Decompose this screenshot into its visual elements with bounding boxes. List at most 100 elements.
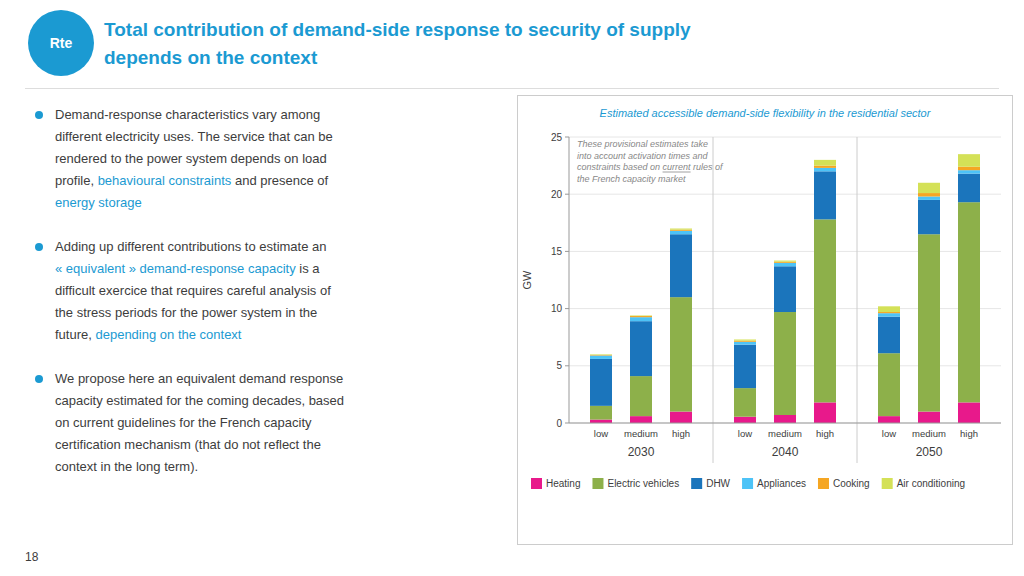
bullet-dot <box>35 243 43 251</box>
bullet-dot <box>35 111 43 119</box>
annotation-underline <box>663 172 691 173</box>
title-rule <box>25 88 999 89</box>
legend-swatch <box>882 478 893 489</box>
bar-segment <box>734 341 756 342</box>
legend-item: Appliances <box>742 478 806 489</box>
y-axis <box>569 137 570 423</box>
x-tick-label: low <box>594 428 608 439</box>
legend-label: Cooking <box>833 478 870 489</box>
bar-segment <box>918 200 940 234</box>
bar-segment <box>670 230 692 231</box>
bar-segment <box>630 376 652 416</box>
bar-segment <box>774 261 796 262</box>
bar-segment <box>590 359 612 406</box>
x-tick-label: low <box>882 428 896 439</box>
legend-swatch <box>691 478 702 489</box>
bar-segment <box>630 317 652 321</box>
bar-segment <box>734 342 756 345</box>
bar-segment <box>590 354 612 356</box>
annotation-text: current <box>663 162 692 172</box>
bar-segment <box>734 417 756 423</box>
bar-segment <box>878 317 900 354</box>
bar-segment <box>878 313 900 316</box>
body-text: and presence of <box>231 173 328 188</box>
bar-segment <box>590 420 612 423</box>
legend: Heating Electric vehicles DHW Appliances Coo… <box>531 478 965 489</box>
x-tick-label: low <box>738 428 752 439</box>
y-tick <box>565 365 569 366</box>
bar-segment <box>814 166 836 168</box>
bar-segment <box>958 402 980 423</box>
bar-segment <box>918 183 940 193</box>
legend-item: Cooking <box>818 478 870 489</box>
x-tick-label: medium <box>768 428 802 439</box>
legend-swatch <box>592 478 603 489</box>
annotation: These provisional estimates takeinto acc… <box>577 139 724 184</box>
annotation-text: constraints based on <box>577 162 663 172</box>
logo: Rte <box>28 10 94 76</box>
bar-segment <box>590 406 612 420</box>
bar-segment <box>878 312 900 313</box>
body-text: We propose here an equivalent demand res… <box>55 371 344 474</box>
bullet: Adding up different contributions to est… <box>25 236 495 346</box>
bar-segment <box>878 306 900 312</box>
x-tick-label: medium <box>624 428 658 439</box>
x-tick-label: high <box>816 428 834 439</box>
bar-segment <box>670 412 692 423</box>
bar-segment <box>670 297 692 411</box>
title-line: Total contribution of demand-side respon… <box>104 16 1004 44</box>
grid-line <box>569 423 1001 424</box>
bar-segment <box>774 312 796 415</box>
group-label: 2040 <box>772 445 799 459</box>
x-axis <box>569 423 1001 424</box>
y-tick-label: 10 <box>551 303 563 314</box>
legend-item: DHW <box>691 478 730 489</box>
x-tick-label: high <box>960 428 978 439</box>
legend-item: Electric vehicles <box>592 478 679 489</box>
bar-segment <box>918 412 940 423</box>
grid <box>569 137 1001 423</box>
title: Total contribution of demand-side respon… <box>104 16 1004 72</box>
bar-segment <box>878 416 900 423</box>
bar-segment <box>958 167 980 170</box>
bar-segment <box>918 234 940 411</box>
x-tick-label: medium <box>912 428 946 439</box>
bar-segment <box>630 416 652 423</box>
legend-swatch <box>742 478 753 489</box>
y-tick-label: 15 <box>551 246 563 257</box>
annotation-text: These provisional estimates take <box>577 139 708 149</box>
chart-container: Estimated accessible demand-side flexibi… <box>517 95 1013 549</box>
group-divider <box>713 137 714 463</box>
legend-swatch <box>531 478 542 489</box>
bar-segment <box>734 388 756 417</box>
legend-label: Electric vehicles <box>607 478 679 489</box>
legend-swatch <box>818 478 829 489</box>
grid-line <box>569 137 1001 138</box>
y-tick-label: 5 <box>556 360 562 371</box>
legend-item: Heating <box>531 478 580 489</box>
bars <box>590 154 980 423</box>
bar-segment <box>630 315 652 317</box>
title-line: depends on the context <box>104 44 1004 72</box>
bar-segment <box>958 154 980 167</box>
text-panel: Demand-response characteristics vary amo… <box>25 104 495 500</box>
bar-segment <box>814 160 836 166</box>
chart-title: Estimated accessible demand-side flexibi… <box>600 107 932 119</box>
bar-segment <box>774 266 796 312</box>
bullet: Demand-response characteristics vary amo… <box>25 104 495 214</box>
bar-segment <box>958 202 980 402</box>
group-label: 2030 <box>628 445 655 459</box>
body-text: Adding up different contributions to est… <box>55 239 327 254</box>
bar-segment <box>918 193 940 196</box>
bar-segment <box>958 174 980 203</box>
bar-segment <box>590 356 612 359</box>
bar-segment <box>814 168 836 171</box>
annotation-text: rules of <box>691 162 725 172</box>
x-tick-label: high <box>672 428 690 439</box>
legend-label: Heating <box>546 478 580 489</box>
annotation-text: the French capacity market <box>577 174 686 184</box>
bar-segment <box>734 339 756 340</box>
bar-segment <box>774 262 796 263</box>
legend-label: DHW <box>706 478 730 489</box>
group-divider <box>857 137 858 463</box>
